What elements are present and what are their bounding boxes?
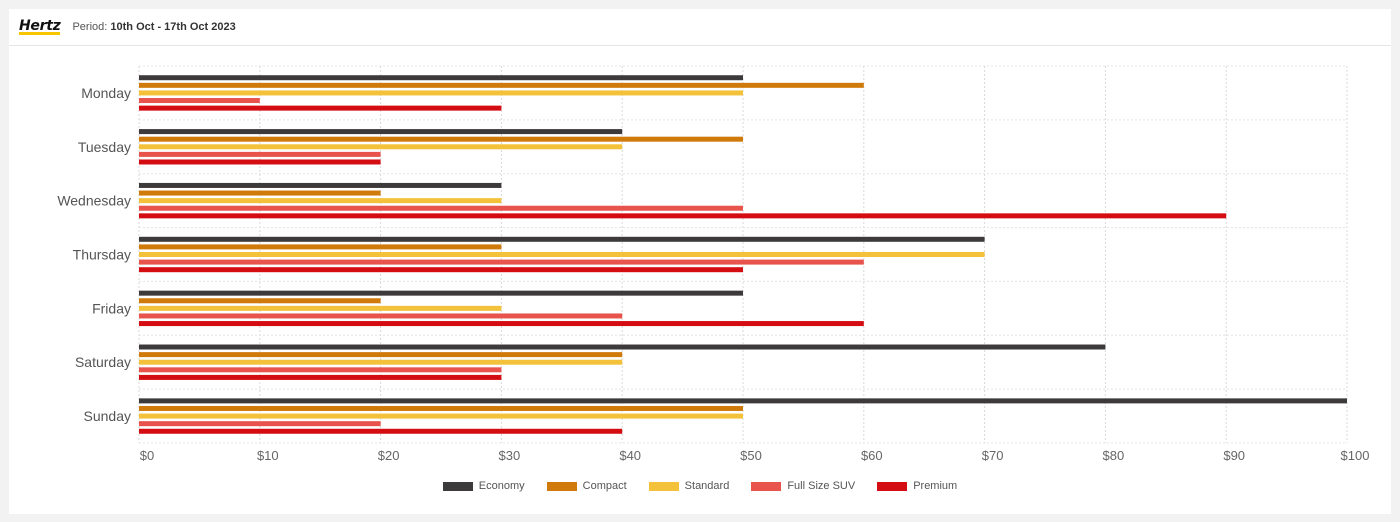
legend-label: Premium	[913, 480, 958, 492]
legend-swatch	[877, 481, 908, 491]
bar	[139, 90, 743, 96]
bar	[139, 421, 381, 427]
bar	[139, 290, 743, 296]
legend-swatch	[751, 481, 782, 491]
category-label: Sunday	[84, 408, 131, 424]
category-label: Tuesday	[78, 139, 131, 155]
chart-legend: Economy Compact Standard Full Size SUV Premi…	[9, 480, 1391, 492]
legend-label: Standard	[684, 480, 730, 492]
period-info: Period: 10th Oct - 17th Oct 2023	[72, 21, 235, 33]
x-tick-label: $100	[1341, 448, 1370, 463]
x-tick-label: $80	[1103, 448, 1125, 463]
bar	[139, 252, 985, 257]
x-tick-label: $20	[378, 448, 400, 463]
legend-label: Compact	[582, 480, 627, 492]
bar	[139, 82, 864, 88]
bar	[139, 159, 381, 165]
bar	[139, 305, 502, 311]
x-tick-label: $90	[1223, 448, 1245, 463]
x-tick-label: $70	[982, 448, 1004, 463]
card-header: Hertz Period: 10th Oct - 17th Oct 2023	[9, 9, 1391, 46]
bar	[139, 136, 743, 142]
legend-swatch	[442, 481, 473, 491]
bar	[139, 344, 1106, 350]
bar	[139, 352, 623, 358]
bar	[139, 236, 985, 242]
x-tick-label: $60	[861, 448, 883, 463]
x-tick-label: $30	[499, 448, 521, 463]
bar	[139, 374, 502, 380]
bar	[139, 367, 502, 373]
bar	[139, 259, 864, 265]
category-label: Wednesday	[57, 193, 131, 209]
bar	[139, 313, 623, 319]
legend-item[interactable]: Compact	[546, 480, 627, 492]
bar	[139, 75, 743, 81]
x-tick-label: $0	[140, 448, 154, 463]
x-tick-label: $50	[740, 448, 762, 463]
legend-label: Economy	[478, 480, 525, 492]
bar	[139, 213, 1227, 219]
legend-item[interactable]: Full Size SUV	[751, 480, 855, 492]
bar	[139, 144, 623, 150]
period-label: Period:	[72, 21, 108, 33]
bar	[139, 405, 743, 411]
category-label: Monday	[81, 85, 131, 101]
period-value: 10th Oct - 17th Oct 2023	[110, 21, 236, 33]
hertz-logo: Hertz	[19, 17, 61, 35]
bar	[139, 359, 623, 365]
bar	[139, 428, 623, 434]
bar	[139, 321, 864, 327]
category-label: Thursday	[73, 247, 131, 263]
bar	[139, 205, 743, 211]
x-tick-label: $10	[257, 448, 279, 463]
legend-swatch	[546, 481, 577, 491]
legend-swatch	[648, 481, 679, 491]
legend-label: Full Size SUV	[787, 480, 856, 492]
bar	[139, 244, 502, 250]
bar	[139, 267, 743, 273]
category-label: Saturday	[75, 354, 131, 370]
bar	[139, 151, 381, 157]
bar	[139, 398, 1347, 404]
legend-item[interactable]: Economy	[442, 480, 525, 492]
bar	[139, 98, 260, 104]
bar	[139, 298, 381, 304]
bar	[139, 190, 381, 196]
bar	[139, 198, 502, 204]
chart-card: Hertz Period: 10th Oct - 17th Oct 2023 $…	[9, 9, 1391, 514]
bar	[139, 413, 743, 419]
bar	[139, 182, 502, 188]
legend-item[interactable]: Premium	[877, 480, 957, 492]
x-tick-label: $40	[619, 448, 641, 463]
bar	[139, 105, 502, 111]
legend-item[interactable]: Standard	[648, 480, 730, 492]
bar	[139, 129, 623, 135]
category-label: Friday	[92, 300, 131, 316]
bar-chart: $0 $10 $20 $30 $40 $50 $60 $70 $80 $90 $100 Monday T…	[57, 65, 1370, 463]
